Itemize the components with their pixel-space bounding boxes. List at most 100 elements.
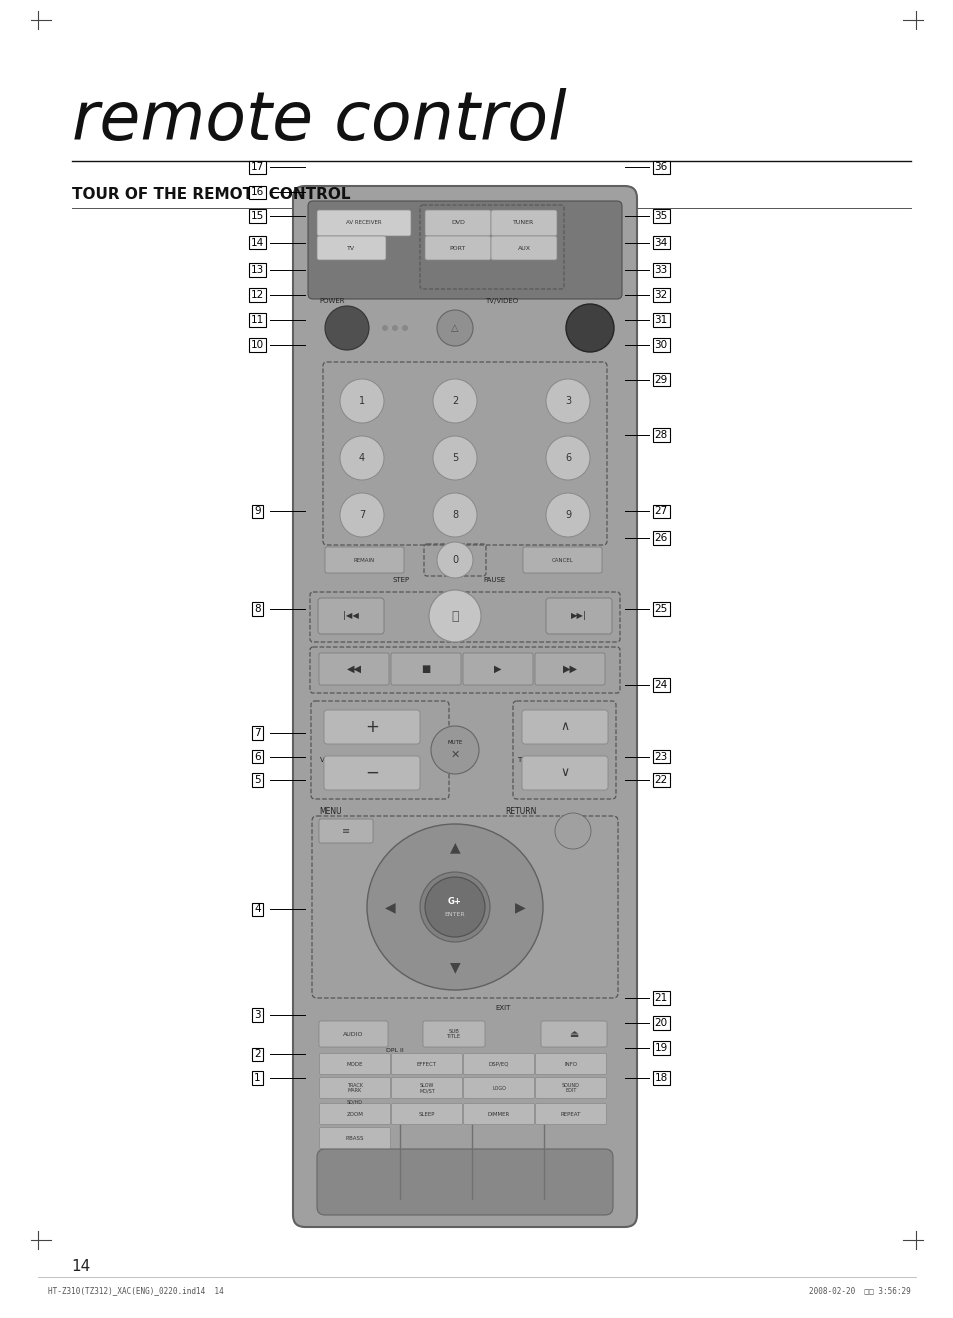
Text: TOUR OF THE REMOTE CONTROL: TOUR OF THE REMOTE CONTROL (71, 187, 350, 202)
Text: ▶: ▶ (494, 664, 501, 673)
Circle shape (325, 306, 369, 351)
Ellipse shape (419, 873, 490, 942)
Text: 24: 24 (654, 680, 667, 691)
Text: ✕: ✕ (450, 750, 459, 760)
Text: ZOOM: ZOOM (346, 1111, 363, 1116)
FancyBboxPatch shape (319, 1103, 390, 1124)
Text: AUX: AUX (517, 245, 530, 250)
Circle shape (433, 436, 476, 480)
Text: 28: 28 (654, 430, 667, 440)
Text: ▲: ▲ (449, 840, 460, 854)
Circle shape (339, 436, 384, 480)
Text: 14: 14 (71, 1259, 91, 1273)
Text: +: + (365, 718, 378, 735)
FancyBboxPatch shape (316, 236, 386, 260)
Text: DSP/EQ: DSP/EQ (488, 1061, 509, 1066)
Text: 22: 22 (654, 775, 667, 786)
Text: ▼: ▼ (449, 960, 460, 974)
Circle shape (433, 493, 476, 536)
Text: |◀◀: |◀◀ (343, 612, 358, 621)
FancyBboxPatch shape (316, 210, 411, 236)
Text: 12: 12 (251, 290, 264, 301)
Text: P.BASS: P.BASS (345, 1136, 364, 1140)
FancyBboxPatch shape (535, 1103, 606, 1124)
Text: ∧: ∧ (559, 721, 569, 734)
Text: 19: 19 (654, 1043, 667, 1053)
FancyBboxPatch shape (325, 547, 403, 573)
FancyBboxPatch shape (422, 1021, 484, 1046)
Text: 16: 16 (251, 187, 264, 198)
Text: 2: 2 (254, 1049, 260, 1060)
Text: 7: 7 (358, 510, 365, 521)
Text: CANCEL: CANCEL (552, 558, 574, 563)
FancyBboxPatch shape (535, 1078, 606, 1098)
FancyBboxPatch shape (540, 1021, 606, 1046)
Text: remote control: remote control (71, 88, 565, 154)
Text: SLOW
MO/ST: SLOW MO/ST (418, 1082, 435, 1094)
Text: REMAIN: REMAIN (353, 558, 375, 563)
FancyBboxPatch shape (318, 652, 389, 685)
Text: 6: 6 (254, 751, 260, 762)
FancyBboxPatch shape (522, 547, 601, 573)
Text: ▶▶|: ▶▶| (571, 612, 586, 621)
Circle shape (436, 310, 473, 347)
Text: TUNING/C.: TUNING/C. (517, 757, 553, 763)
Text: REPEAT: REPEAT (560, 1111, 580, 1116)
Text: 29: 29 (654, 374, 667, 385)
Text: 10: 10 (251, 340, 264, 351)
Text: DIMMER: DIMMER (487, 1111, 510, 1116)
Text: 2008-02-20  □□ 3:56:29: 2008-02-20 □□ 3:56:29 (808, 1286, 910, 1296)
Text: PORT: PORT (450, 245, 466, 250)
Text: 33: 33 (654, 265, 667, 275)
Text: 8: 8 (254, 604, 260, 614)
FancyBboxPatch shape (491, 236, 557, 260)
Text: 26: 26 (654, 532, 667, 543)
Text: MODE: MODE (346, 1061, 363, 1066)
Ellipse shape (367, 824, 542, 990)
Text: 17: 17 (251, 162, 264, 173)
FancyBboxPatch shape (463, 1103, 534, 1124)
Circle shape (339, 380, 384, 423)
FancyBboxPatch shape (462, 652, 533, 685)
Text: △: △ (451, 323, 458, 333)
FancyBboxPatch shape (319, 1053, 390, 1074)
Text: MUTE: MUTE (447, 741, 462, 746)
Text: 20: 20 (654, 1017, 667, 1028)
Circle shape (555, 813, 590, 849)
FancyBboxPatch shape (318, 818, 373, 844)
Text: PAUSE: PAUSE (483, 577, 506, 583)
Text: 6: 6 (564, 453, 571, 463)
Text: 30: 30 (654, 340, 667, 351)
Circle shape (565, 304, 614, 352)
Text: ■: ■ (421, 664, 430, 673)
Text: 4: 4 (358, 453, 365, 463)
Text: 36: 36 (654, 162, 667, 173)
Text: 1: 1 (254, 1073, 260, 1083)
Text: ∨: ∨ (559, 767, 569, 779)
Text: SUB
TITLE: SUB TITLE (446, 1028, 460, 1040)
Text: 15: 15 (251, 211, 264, 221)
FancyBboxPatch shape (391, 652, 460, 685)
Text: ◀◀: ◀◀ (346, 664, 361, 673)
Circle shape (431, 726, 478, 774)
Text: 25: 25 (654, 604, 667, 614)
Text: 9: 9 (564, 510, 571, 521)
Circle shape (381, 326, 388, 331)
Circle shape (545, 493, 589, 536)
Text: VOLUME: VOLUME (319, 757, 349, 763)
Text: 11: 11 (251, 315, 264, 326)
Text: AUDIO: AUDIO (342, 1032, 363, 1036)
Text: TV: TV (347, 245, 355, 250)
Text: DVD: DVD (451, 220, 464, 225)
Text: 32: 32 (654, 290, 667, 301)
Text: MENU: MENU (318, 807, 341, 816)
Text: 13: 13 (251, 265, 264, 275)
Text: 31: 31 (654, 315, 667, 326)
Text: ▶: ▶ (515, 900, 525, 913)
FancyBboxPatch shape (317, 598, 384, 634)
FancyBboxPatch shape (521, 757, 607, 789)
Circle shape (545, 436, 589, 480)
Text: STEP: STEP (392, 577, 409, 583)
FancyBboxPatch shape (308, 202, 621, 299)
Text: DPL II: DPL II (386, 1048, 403, 1053)
